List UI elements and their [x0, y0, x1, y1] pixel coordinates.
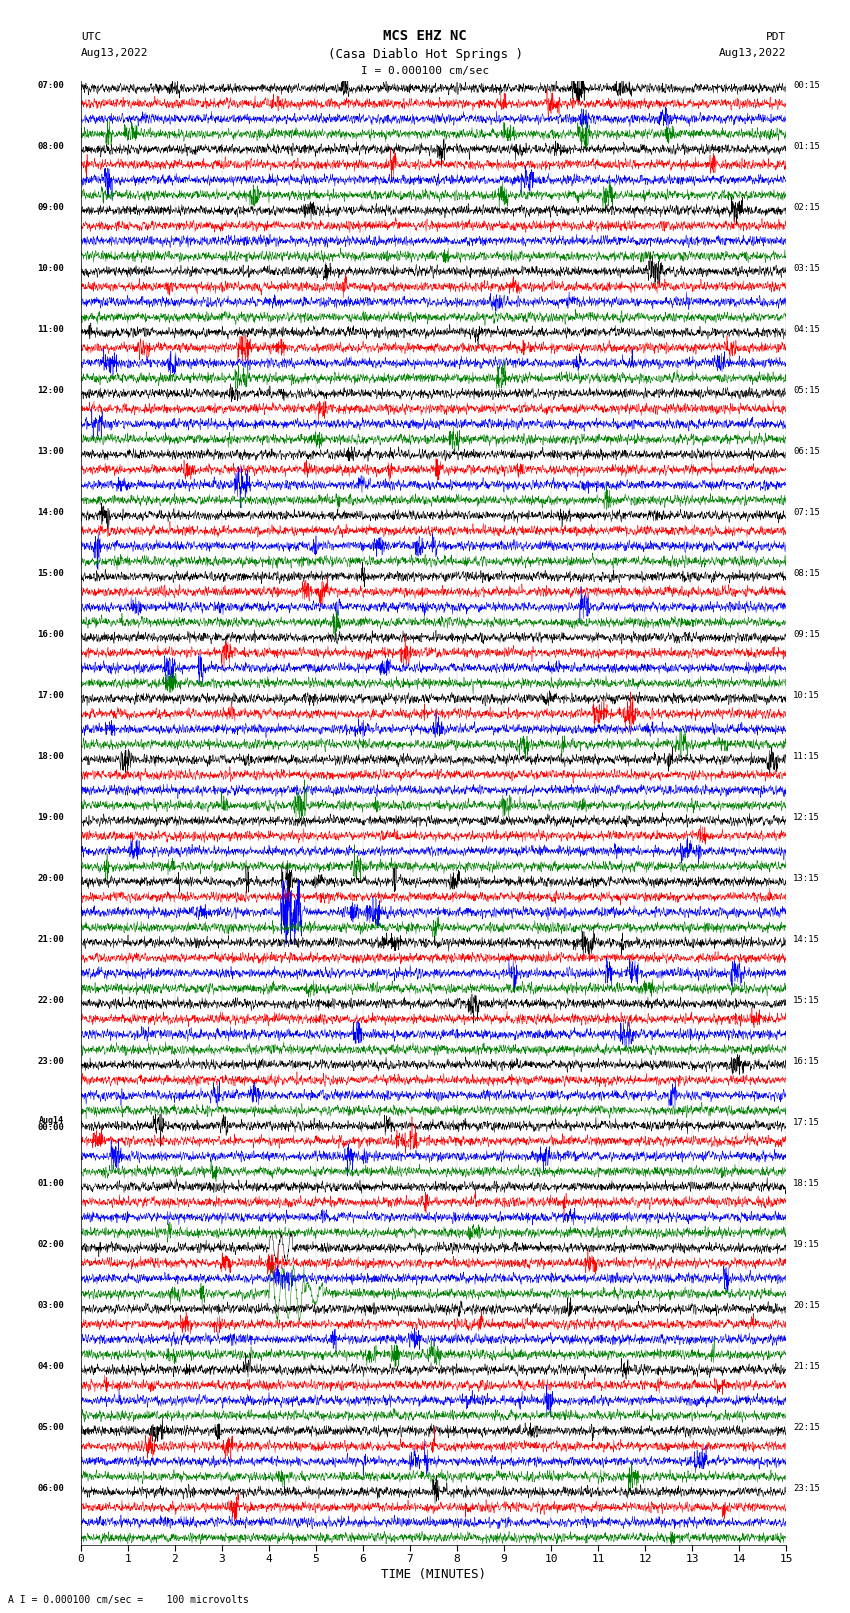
- Text: 23:00: 23:00: [37, 1057, 65, 1066]
- Text: 18:00: 18:00: [37, 752, 65, 761]
- Text: 00:15: 00:15: [793, 81, 820, 90]
- Text: 19:15: 19:15: [793, 1240, 820, 1248]
- Text: 10:00: 10:00: [37, 265, 65, 273]
- Text: 03:15: 03:15: [793, 265, 820, 273]
- Text: I = 0.000100 cm/sec: I = 0.000100 cm/sec: [361, 66, 489, 76]
- Text: 05:15: 05:15: [793, 386, 820, 395]
- Text: 11:15: 11:15: [793, 752, 820, 761]
- Text: 09:15: 09:15: [793, 631, 820, 639]
- Text: 20:15: 20:15: [793, 1302, 820, 1310]
- Text: 03:00: 03:00: [37, 1302, 65, 1310]
- Text: A I = 0.000100 cm/sec =    100 microvolts: A I = 0.000100 cm/sec = 100 microvolts: [8, 1595, 249, 1605]
- Text: 07:15: 07:15: [793, 508, 820, 516]
- Text: 04:00: 04:00: [37, 1361, 65, 1371]
- Text: 14:00: 14:00: [37, 508, 65, 516]
- Text: 17:00: 17:00: [37, 690, 65, 700]
- Text: 06:00: 06:00: [37, 1484, 65, 1494]
- Text: 20:00: 20:00: [37, 874, 65, 882]
- Text: 01:00: 01:00: [37, 1179, 65, 1189]
- Text: 22:15: 22:15: [793, 1423, 820, 1432]
- Text: 16:00: 16:00: [37, 631, 65, 639]
- Text: 22:00: 22:00: [37, 997, 65, 1005]
- Text: 02:15: 02:15: [793, 203, 820, 211]
- Text: 23:15: 23:15: [793, 1484, 820, 1494]
- Text: 08:15: 08:15: [793, 569, 820, 577]
- Text: 21:00: 21:00: [37, 936, 65, 944]
- Text: 10:15: 10:15: [793, 690, 820, 700]
- Text: 15:15: 15:15: [793, 997, 820, 1005]
- Text: 05:00: 05:00: [37, 1423, 65, 1432]
- Text: 13:00: 13:00: [37, 447, 65, 456]
- Text: 06:15: 06:15: [793, 447, 820, 456]
- Text: Aug13,2022: Aug13,2022: [81, 48, 148, 58]
- Text: 01:15: 01:15: [793, 142, 820, 150]
- Text: UTC: UTC: [81, 32, 101, 42]
- Text: 18:15: 18:15: [793, 1179, 820, 1189]
- Text: 02:00: 02:00: [37, 1240, 65, 1248]
- Text: 11:00: 11:00: [37, 324, 65, 334]
- Text: MCS EHZ NC: MCS EHZ NC: [383, 29, 467, 44]
- Text: 04:15: 04:15: [793, 324, 820, 334]
- Text: 13:15: 13:15: [793, 874, 820, 882]
- Text: 15:00: 15:00: [37, 569, 65, 577]
- Text: PDT: PDT: [766, 32, 786, 42]
- Text: Aug14: Aug14: [39, 1116, 65, 1124]
- Text: 14:15: 14:15: [793, 936, 820, 944]
- Text: 19:00: 19:00: [37, 813, 65, 823]
- Text: (Casa Diablo Hot Springs ): (Casa Diablo Hot Springs ): [327, 48, 523, 61]
- Text: 07:00: 07:00: [37, 81, 65, 90]
- X-axis label: TIME (MINUTES): TIME (MINUTES): [381, 1568, 486, 1581]
- Text: 12:15: 12:15: [793, 813, 820, 823]
- Text: 00:00: 00:00: [37, 1123, 65, 1132]
- Text: 09:00: 09:00: [37, 203, 65, 211]
- Text: 21:15: 21:15: [793, 1361, 820, 1371]
- Text: 17:15: 17:15: [793, 1118, 820, 1127]
- Text: 16:15: 16:15: [793, 1057, 820, 1066]
- Text: 12:00: 12:00: [37, 386, 65, 395]
- Text: Aug13,2022: Aug13,2022: [719, 48, 786, 58]
- Text: 08:00: 08:00: [37, 142, 65, 150]
